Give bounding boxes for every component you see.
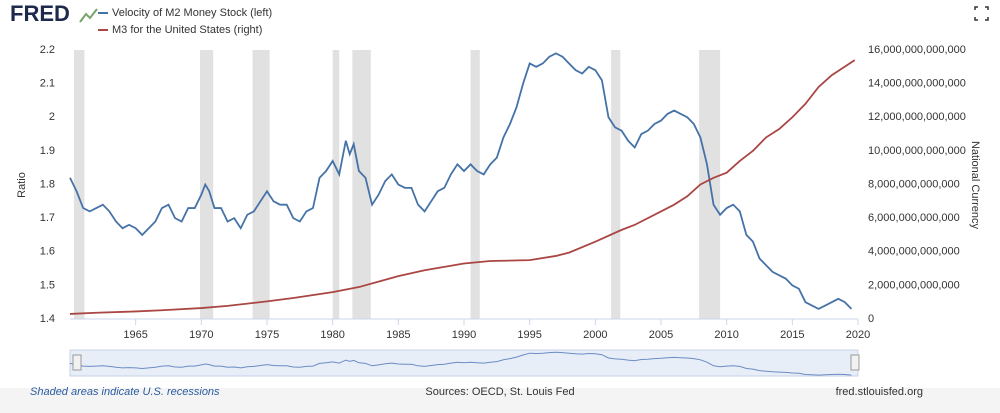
- recession-band: [352, 50, 371, 319]
- y2-tick-label: 10,000,000,000,000: [868, 145, 966, 157]
- y-tick-label: 1.7: [40, 212, 55, 224]
- recession-band: [332, 50, 340, 319]
- legend-label: M3 for the United States (right): [112, 24, 262, 36]
- y2-tick-label: 14,000,000,000,000: [868, 78, 966, 90]
- navigator-handle[interactable]: [72, 354, 82, 371]
- y2-tick-label: 4,000,000,000,000: [868, 246, 960, 258]
- y-tick-label: 2: [49, 111, 55, 123]
- x-tick-label: 1980: [320, 329, 344, 341]
- logo: FRED: [10, 1, 70, 26]
- y2-tick-label: 2,000,000,000,000: [868, 279, 960, 291]
- navigator-handle[interactable]: [850, 354, 860, 371]
- y2-tick-label: 16,000,000,000,000: [868, 44, 966, 56]
- x-tick-label: 1995: [517, 329, 541, 341]
- x-tick-label: 1970: [189, 329, 213, 341]
- x-tick-label: 1965: [123, 329, 147, 341]
- y-axis-title: Ratio: [16, 172, 28, 198]
- x-tick-label: 2000: [583, 329, 607, 341]
- series-line: [69, 59, 856, 315]
- y2-tick-label: 0: [868, 313, 874, 325]
- y-tick-label: 1.9: [40, 145, 55, 157]
- recession-note: Shaded areas indicate U.S. recessions: [30, 386, 220, 398]
- site-link[interactable]: fred.stlouisfed.org: [836, 386, 923, 398]
- recession-band: [252, 50, 270, 319]
- x-tick-label: 1985: [386, 329, 410, 341]
- x-tick-label: 1990: [452, 329, 476, 341]
- fullscreen-button[interactable]: [974, 6, 989, 21]
- x-tick-label: 2010: [714, 329, 738, 341]
- y2-axis-title: National Currency: [969, 141, 981, 230]
- y-tick-label: 1.6: [40, 246, 55, 258]
- y2-tick-label: 12,000,000,000,000: [868, 111, 966, 123]
- recession-band: [611, 50, 621, 319]
- navigator-line: [69, 351, 852, 376]
- recession-band: [73, 50, 85, 319]
- source: Sources: OECD, St. Louis Fed: [425, 386, 574, 398]
- x-tick-label: 2015: [780, 329, 804, 341]
- y-tick-label: 1.4: [40, 313, 55, 325]
- recession-band: [470, 50, 480, 319]
- series-line: [69, 52, 853, 310]
- y2-tick-label: 6,000,000,000,000: [868, 212, 960, 224]
- x-tick-label: 2005: [649, 329, 673, 341]
- y2-tick-label: 8,000,000,000,000: [868, 178, 960, 190]
- y-tick-label: 2.1: [40, 78, 55, 90]
- y-tick-label: 2.2: [40, 44, 55, 56]
- y-tick-label: 1.5: [40, 279, 55, 291]
- legend-label: Velocity of M2 Money Stock (left): [112, 7, 272, 19]
- x-tick-label: 1975: [255, 329, 279, 341]
- y-tick-label: 1.8: [40, 178, 55, 190]
- x-tick-label: 2020: [846, 329, 870, 341]
- logo-icon: [79, 8, 98, 23]
- footer-bar: [0, 388, 1000, 413]
- recession-band: [200, 50, 214, 319]
